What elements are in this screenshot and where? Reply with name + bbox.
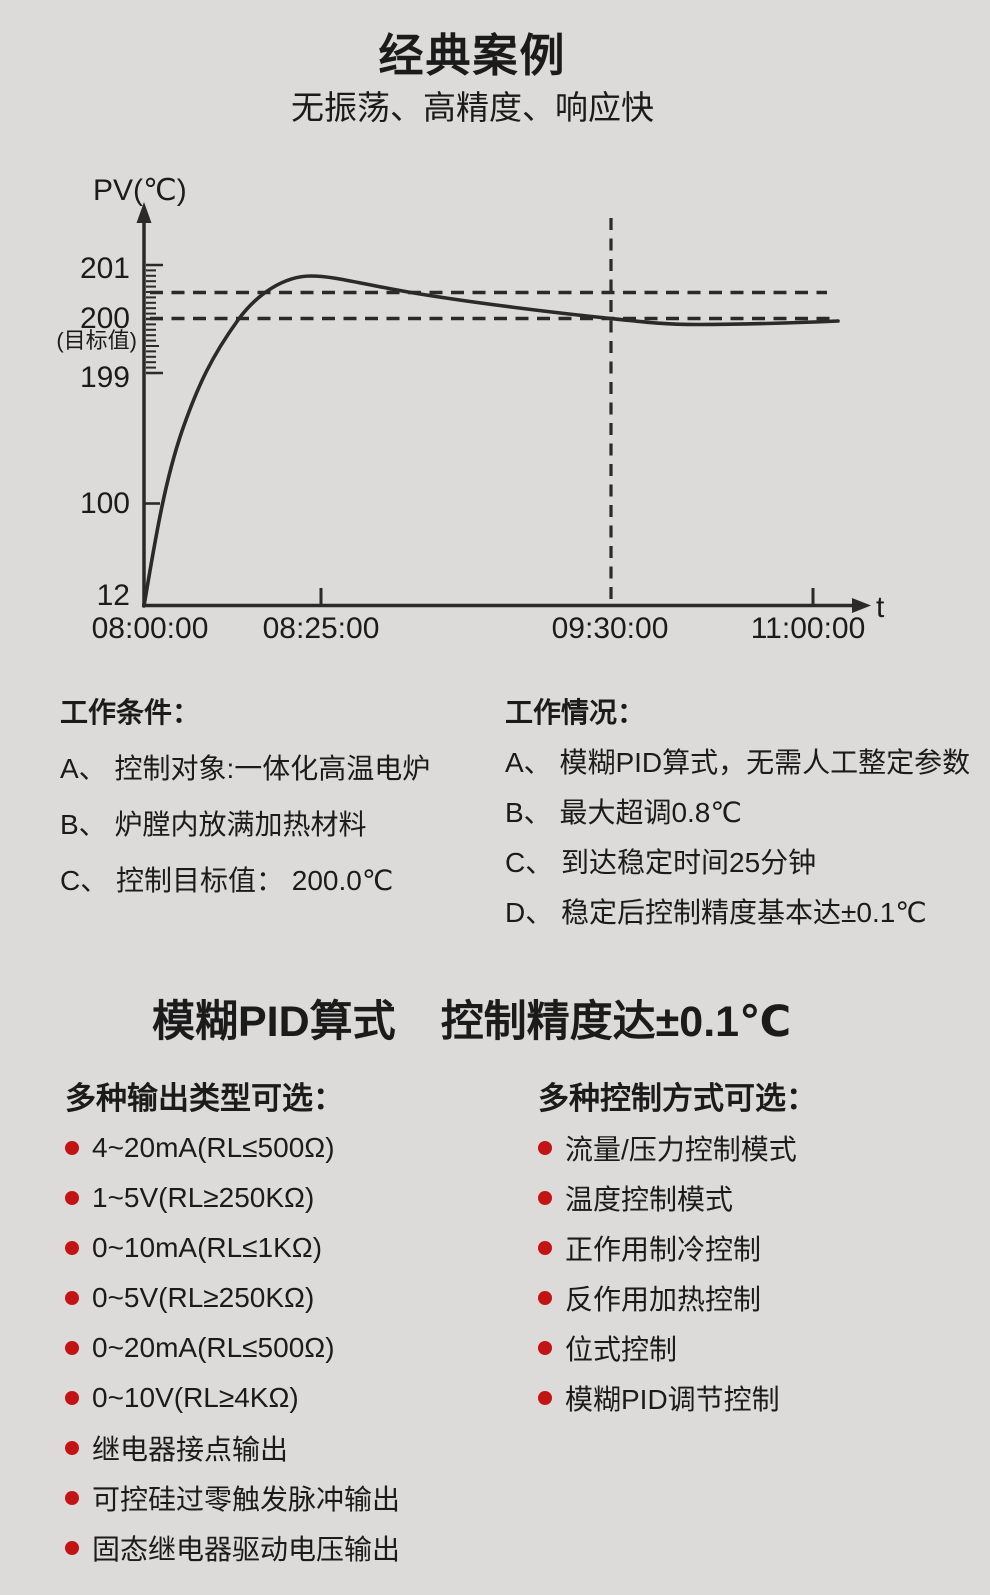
list-item-label: 正作用制冷控制 xyxy=(565,1234,762,1265)
y-tick-label-100: 100 xyxy=(80,487,130,520)
list-item-label: 温度控制模式 xyxy=(565,1184,734,1215)
x-axis-title: t xyxy=(876,591,885,624)
working-results-header: 工作情况： xyxy=(505,697,646,728)
list-item-label: 继电器接点输出 xyxy=(92,1434,289,1465)
bullet-icon xyxy=(65,1291,79,1305)
y-tick-label-199: 199 xyxy=(80,361,130,394)
list-item-label: 可控硅过零触发脉冲输出 xyxy=(92,1484,401,1515)
list-item: 0~20mA(RL≤500Ω) xyxy=(65,1332,400,1363)
y-axis-title: PV(℃) xyxy=(93,174,187,207)
list-item-label: D、 稳定后控制精度基本达±0.1℃ xyxy=(505,897,927,928)
list-item-label: 0~20mA(RL≤500Ω) xyxy=(92,1332,335,1363)
list-item-label: C、 控制目标值： 200.0℃ xyxy=(60,865,394,896)
list-item-label: C、 到达稳定时间25分钟 xyxy=(505,847,817,878)
list-item: 继电器接点输出 xyxy=(65,1433,400,1465)
list-item-label: 反作用加热控制 xyxy=(565,1284,762,1315)
list-item: 1~5V(RL≥250KΩ) xyxy=(65,1182,400,1213)
working-results-list: A、 模糊PID算式，无需人工整定参数 B、 最大超调0.8℃ C、 到达稳定时间2… xyxy=(505,748,970,928)
bullet-icon xyxy=(538,1341,552,1355)
list-item-label: 流量/压力控制模式 xyxy=(565,1134,797,1165)
control-modes-header: 多种控制方式可选： xyxy=(538,1081,817,1116)
list-item: C、 控制目标值： 200.0℃ xyxy=(60,866,430,896)
feature-heading: 模糊PID算式 控制精度达±0.1℃ xyxy=(152,1000,791,1044)
list-item: 可控硅过零触发脉冲输出 xyxy=(65,1483,400,1515)
feature-heading-part1: 模糊PID算式 xyxy=(152,998,396,1046)
x-tick-label-0800: 08:00:00 xyxy=(92,612,209,645)
list-item-label: 1~5V(RL≥250KΩ) xyxy=(92,1182,315,1213)
bullet-icon xyxy=(65,1541,79,1555)
list-item: C、 到达稳定时间25分钟 xyxy=(505,848,970,878)
list-item: D、 稳定后控制精度基本达±0.1℃ xyxy=(505,898,970,928)
list-item: 4~20mA(RL≤500Ω) xyxy=(65,1132,400,1163)
list-item-label: 位式控制 xyxy=(565,1334,678,1365)
bullet-icon xyxy=(538,1391,552,1405)
bullet-icon xyxy=(538,1241,552,1255)
list-item: 位式控制 xyxy=(538,1333,817,1365)
list-item-label: 固态继电器驱动电压输出 xyxy=(92,1534,401,1565)
control-modes-section: 多种控制方式可选： 流量/压力控制模式 温度控制模式 正作用制冷控制 反作用加热控制位… xyxy=(538,1081,817,1415)
bullet-icon xyxy=(538,1291,552,1305)
list-item: B、 最大超调0.8℃ xyxy=(505,798,970,828)
list-item: 0~10V(RL≥4KΩ) xyxy=(65,1382,400,1413)
list-item-label: B、 炉膛内放满加热材料 xyxy=(60,809,367,840)
list-item: A、 控制对象:一体化高温电炉 xyxy=(60,754,430,784)
list-item: 0~10mA(RL≤1KΩ) xyxy=(65,1232,400,1263)
y-tick-label-12: 12 xyxy=(97,579,130,612)
list-item: 温度控制模式 xyxy=(538,1183,817,1215)
output-types-section: 多种输出类型可选： 4~20mA(RL≤500Ω) 1~5V(RL≥250KΩ) 0… xyxy=(65,1081,400,1565)
list-item: 正作用制冷控制 xyxy=(538,1233,817,1265)
bullet-icon xyxy=(65,1241,79,1255)
x-axis-arrow-icon xyxy=(852,598,871,613)
list-item-label: A、 控制对象:一体化高温电炉 xyxy=(60,753,431,784)
bullet-icon xyxy=(65,1191,79,1205)
x-tick-label-0930: 09:30:00 xyxy=(552,612,669,645)
output-types-list: 4~20mA(RL≤500Ω) 1~5V(RL≥250KΩ) 0~10mA(RL≤1… xyxy=(65,1132,400,1565)
list-item: B、 炉膛内放满加热材料 xyxy=(60,810,430,840)
control-modes-list: 流量/压力控制模式 温度控制模式 正作用制冷控制 反作用加热控制 位式控制模糊PID调节… xyxy=(538,1133,817,1415)
bullet-icon xyxy=(65,1491,79,1505)
working-conditions-list: A、 控制对象:一体化高温电炉 B、 炉膛内放满加热材料 C、 控制目标值： 200… xyxy=(60,754,430,896)
y-tick-label-200: 200 xyxy=(80,302,130,335)
page-title: 经典案例 xyxy=(378,30,567,81)
feature-heading-part2: 控制精度达±0.1℃ xyxy=(440,998,792,1046)
list-item-label: 4~20mA(RL≤500Ω) xyxy=(92,1132,335,1163)
bullet-icon xyxy=(65,1441,79,1455)
list-item: 流量/压力控制模式 xyxy=(538,1133,817,1165)
list-item-label: 0~10V(RL≥4KΩ) xyxy=(92,1382,299,1413)
list-item: A、 模糊PID算式，无需人工整定参数 xyxy=(505,748,970,778)
working-results-section: 工作情况： A、 模糊PID算式，无需人工整定参数 B、 最大超调0.8℃ C、 到… xyxy=(505,698,970,928)
bullet-icon xyxy=(65,1341,79,1355)
list-item-label: 0~5V(RL≥250KΩ) xyxy=(92,1282,315,1313)
bullet-icon xyxy=(65,1141,79,1155)
bullet-icon xyxy=(538,1141,552,1155)
bullet-icon xyxy=(538,1191,552,1205)
list-item-label: 模糊PID调节控制 xyxy=(565,1384,780,1415)
working-conditions-section: 工作条件： A、 控制对象:一体化高温电炉 B、 炉膛内放满加热材料 C、 控制目标… xyxy=(60,698,430,896)
x-tick-label-1100: 11:00:00 xyxy=(751,612,866,645)
list-item: 0~5V(RL≥250KΩ) xyxy=(65,1282,400,1313)
x-tick-label-0825: 08:25:00 xyxy=(263,612,380,645)
y-axis-ruler-ticks xyxy=(146,263,163,375)
list-item: 固态继电器驱动电压输出 xyxy=(65,1533,400,1565)
working-conditions-header: 工作条件： xyxy=(60,697,201,728)
list-item-label: A、 模糊PID算式，无需人工整定参数 xyxy=(505,747,971,778)
y-tick-label-201: 201 xyxy=(80,252,130,285)
pv-curve xyxy=(142,274,840,608)
page-subtitle: 无振荡、高精度、响应快 xyxy=(291,89,654,126)
temperature-response-chart: PV(℃) t 201 200 (目标值) 199 100 12 08:00:0… xyxy=(56,174,885,645)
bullet-icon xyxy=(65,1391,79,1405)
y-axis-arrow-icon xyxy=(136,202,152,223)
list-item-label: 0~10mA(RL≤1KΩ) xyxy=(92,1232,323,1263)
list-item-label: B、 最大超调0.8℃ xyxy=(505,797,742,828)
output-types-header: 多种输出类型可选： xyxy=(65,1081,344,1116)
target-value-note: (目标值) xyxy=(56,328,137,353)
list-item: 反作用加热控制 xyxy=(538,1283,817,1315)
list-item: 模糊PID调节控制 xyxy=(538,1383,817,1415)
